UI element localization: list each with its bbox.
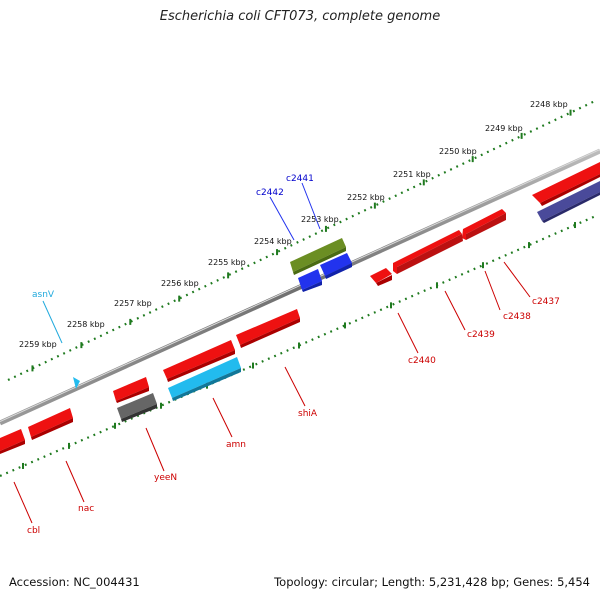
gene-block-c2439[interactable] xyxy=(393,230,463,274)
ruler-label: 2256 kbp xyxy=(161,279,199,288)
gene-block-green[interactable] xyxy=(290,238,346,275)
gene-block-c2437[interactable] xyxy=(532,162,600,206)
ruler-label: 2257 kbp xyxy=(114,299,152,308)
gene-block-c2440[interactable] xyxy=(370,268,392,286)
gene-block-left-red[interactable] xyxy=(163,340,235,382)
gene-label-nac[interactable]: nac xyxy=(78,504,94,514)
gene-block-c2438[interactable] xyxy=(462,209,506,240)
gene-block-purple[interactable] xyxy=(537,181,600,223)
gene-label-c2441[interactable]: c2441 xyxy=(286,174,314,184)
ruler-label: 2254 kbp xyxy=(254,237,292,246)
ruler-label: 2250 kbp xyxy=(439,147,477,156)
ruler-label: 2252 kbp xyxy=(347,193,385,202)
ruler-label: 2259 kbp xyxy=(19,340,57,349)
ruler-label: 2258 kbp xyxy=(67,320,105,329)
gene-block-nac[interactable] xyxy=(28,408,73,440)
outer-ruler-labels: 2248 kbp 2249 kbp 2250 kbp 2251 kbp 2252… xyxy=(19,100,568,349)
genome-backbone xyxy=(0,148,600,426)
gene-label-c2442[interactable]: c2442 xyxy=(256,188,284,198)
ruler-label: 2253 kbp xyxy=(301,215,339,224)
trna-arrow-icon[interactable] xyxy=(73,377,80,389)
ruler-label: 2255 kbp xyxy=(208,258,246,267)
gene-block-yeeN[interactable] xyxy=(117,393,157,422)
gene-label-cbl[interactable]: cbl xyxy=(27,526,40,536)
gene-label-c2437[interactable]: c2437 xyxy=(532,297,560,307)
outer-ruler-ticks xyxy=(31,109,572,372)
gene-label-c2439[interactable]: c2439 xyxy=(467,330,495,340)
accession-text: Accession: NC_004431 xyxy=(9,575,140,589)
ruler-label: 2251 kbp xyxy=(393,170,431,179)
gene-block-c2442[interactable] xyxy=(298,269,322,292)
gene-label-shiA[interactable]: shiA xyxy=(298,409,318,419)
map-title: Escherichia coli CFT073, complete genome xyxy=(159,9,441,24)
genome-backbone-highlight xyxy=(0,149,600,422)
gene-label-asnV[interactable]: asnV xyxy=(32,290,55,300)
ruler-label: 2249 kbp xyxy=(485,124,523,133)
outer-ruler-line xyxy=(7,100,596,381)
genome-summary-text: Topology: circular; Length: 5,231,428 bp… xyxy=(274,575,590,589)
gene-label-leaders xyxy=(13,182,531,524)
gene-label-yeeN[interactable]: yeeN xyxy=(154,473,177,483)
gene-block-nac-upper[interactable] xyxy=(113,377,149,403)
ruler-label: 2248 kbp xyxy=(530,100,568,109)
gene-label-c2438[interactable]: c2438 xyxy=(503,312,531,322)
gene-labels: c2441 c2442 asnV c2437 c2438 c2439 c2440… xyxy=(27,174,560,536)
gene-block-c2441[interactable] xyxy=(320,253,352,279)
gene-label-amn[interactable]: amn xyxy=(226,440,246,450)
gene-block-cbl[interactable] xyxy=(0,429,25,454)
gene-label-c2440[interactable]: c2440 xyxy=(408,356,436,366)
gene-block-shiA[interactable] xyxy=(236,309,300,348)
gene-block-amn[interactable] xyxy=(168,357,241,401)
